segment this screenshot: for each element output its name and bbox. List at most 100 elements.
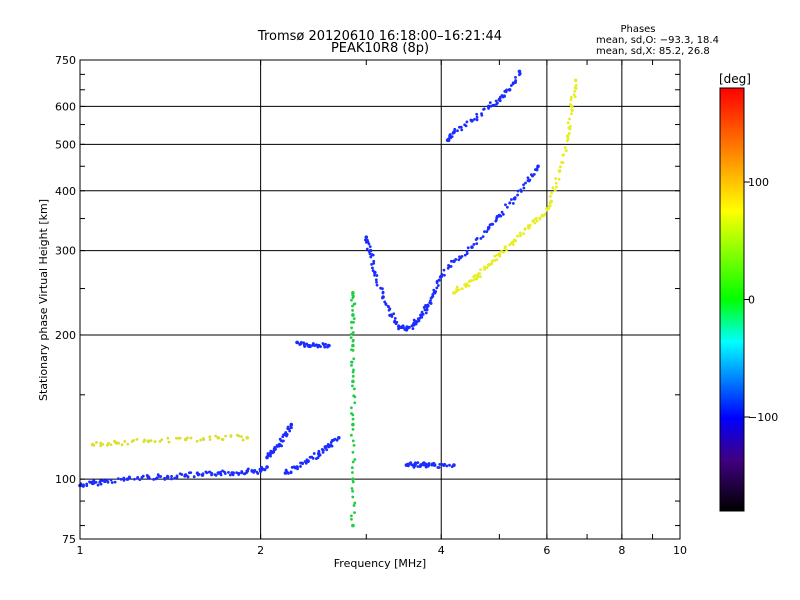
data-point: [351, 460, 355, 464]
data-point: [199, 438, 203, 442]
data-point: [463, 253, 467, 257]
y-tick-label: 100: [55, 473, 76, 486]
data-point: [240, 471, 244, 475]
data-point: [500, 210, 504, 214]
data-point: [186, 436, 189, 440]
data-point: [453, 291, 456, 295]
data-point: [208, 438, 212, 441]
data-point: [554, 177, 558, 180]
data-point: [499, 95, 502, 99]
y-tick-label: 600: [55, 100, 76, 113]
data-point: [352, 387, 356, 391]
colorbar-unit: [deg]: [719, 72, 751, 86]
data-point: [352, 394, 356, 398]
data-point: [351, 489, 354, 493]
data-point: [368, 245, 372, 249]
data-point: [327, 343, 331, 348]
data-point: [350, 326, 354, 330]
data-point: [311, 456, 315, 460]
data-point: [220, 438, 224, 441]
data-point: [369, 255, 373, 259]
data-point: [395, 320, 399, 324]
data-point: [216, 435, 221, 440]
data-point: [352, 368, 355, 372]
data-point: [522, 186, 526, 190]
data-point: [498, 99, 502, 103]
data-point: [167, 440, 171, 444]
data-point: [522, 183, 525, 187]
data-point: [570, 112, 573, 116]
data-point: [572, 93, 576, 97]
data-point: [432, 463, 437, 467]
data-point: [128, 476, 132, 480]
data-point: [350, 320, 353, 324]
data-point: [473, 117, 476, 121]
data-point: [312, 452, 316, 455]
data-point: [490, 259, 494, 263]
data-point: [503, 94, 506, 98]
data-point: [443, 462, 446, 466]
data-point: [245, 435, 250, 440]
data-point: [510, 198, 513, 201]
data-point: [448, 133, 452, 136]
data-point: [418, 316, 422, 320]
x-tick-label: 8: [618, 544, 625, 557]
data-point: [349, 332, 353, 336]
data-point: [371, 266, 374, 270]
data-point: [105, 443, 109, 447]
data-point: [551, 186, 555, 190]
data-point: [351, 304, 354, 308]
data-point: [351, 309, 354, 312]
data-point: [268, 452, 272, 456]
data-point: [475, 118, 479, 122]
data-point: [318, 453, 322, 457]
data-point: [473, 278, 476, 281]
x-tick-label: 6: [543, 544, 550, 557]
data-point: [514, 81, 517, 85]
data-point: [256, 472, 260, 475]
data-point: [351, 523, 355, 528]
data-point: [219, 473, 223, 477]
data-point: [480, 112, 483, 115]
axis-ticks: 1 2 4 6 8 10 75 100 200 300 400 500 600 750: [55, 54, 687, 557]
data-point: [532, 218, 536, 222]
data-point: [122, 476, 126, 480]
data-point: [103, 479, 107, 484]
chart-subtitle: PEAK10R8 (8p): [331, 41, 429, 56]
data-point: [414, 461, 417, 465]
data-point: [265, 465, 269, 469]
data-point: [438, 278, 441, 282]
data-point: [381, 296, 384, 300]
plot-frame: [79, 59, 681, 540]
data-point: [573, 95, 577, 99]
data-point: [519, 234, 522, 238]
data-point: [533, 221, 537, 225]
data-point: [375, 280, 378, 284]
data-point: [449, 265, 453, 268]
data-point: [505, 88, 509, 92]
data-point: [453, 127, 457, 131]
data-point: [246, 467, 250, 471]
data-point: [178, 472, 182, 476]
data-point: [488, 101, 492, 105]
data-point: [228, 473, 232, 477]
data-point: [299, 341, 303, 344]
data-point: [555, 185, 558, 189]
data-point: [335, 438, 339, 442]
data-point: [470, 279, 474, 283]
data-point: [351, 370, 355, 374]
data-point: [485, 230, 489, 233]
data-point: [353, 458, 357, 461]
data-point: [434, 290, 438, 293]
data-point: [170, 477, 173, 481]
data-point: [241, 438, 245, 442]
data-point: [352, 302, 356, 306]
data-point: [416, 465, 420, 468]
data-point: [535, 219, 539, 223]
data-point: [538, 217, 542, 221]
data-point: [573, 89, 577, 93]
data-point: [563, 146, 567, 150]
data-point: [94, 480, 98, 484]
data-point: [106, 480, 110, 484]
y-tick-label: 500: [55, 138, 76, 151]
